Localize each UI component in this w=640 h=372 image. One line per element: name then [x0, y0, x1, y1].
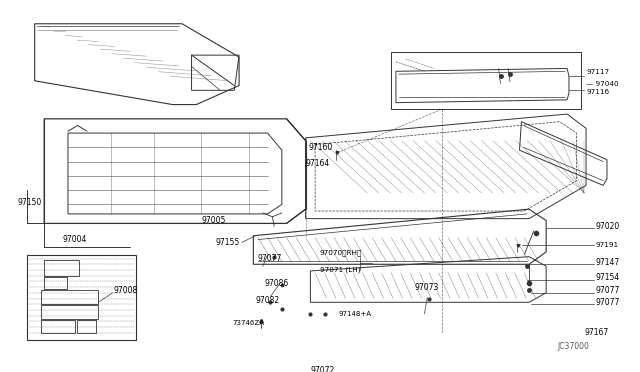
Text: 97164: 97164 [306, 159, 330, 168]
Text: — 97040: — 97040 [586, 81, 619, 87]
Text: 97077: 97077 [596, 286, 620, 295]
Text: 97072: 97072 [310, 366, 335, 372]
Text: 97116: 97116 [586, 89, 609, 95]
Text: 97154: 97154 [596, 273, 620, 282]
Text: 97191: 97191 [596, 242, 619, 248]
Text: 97071 (LH): 97071 (LH) [320, 267, 360, 273]
Text: 97167: 97167 [584, 328, 609, 337]
Text: 73746ZA: 73746ZA [232, 320, 264, 326]
Text: 97150: 97150 [17, 198, 42, 207]
Text: 97077: 97077 [257, 254, 282, 263]
Text: 97148+A: 97148+A [339, 311, 372, 317]
Text: 97004: 97004 [63, 235, 87, 244]
Text: 97147: 97147 [596, 258, 620, 267]
Text: 97155: 97155 [215, 238, 239, 247]
Text: 97160: 97160 [308, 143, 333, 152]
Text: 97070〈RH〉: 97070〈RH〉 [320, 250, 362, 256]
Text: 97086: 97086 [265, 279, 289, 288]
Text: 97005: 97005 [201, 216, 225, 225]
Text: JC37000: JC37000 [557, 343, 589, 352]
Text: 97082: 97082 [255, 296, 280, 305]
Text: 97117: 97117 [586, 69, 609, 75]
Text: 97077: 97077 [596, 298, 620, 307]
Text: 97073: 97073 [415, 283, 439, 292]
Text: 97008: 97008 [113, 286, 138, 295]
Text: 97020: 97020 [596, 222, 620, 231]
